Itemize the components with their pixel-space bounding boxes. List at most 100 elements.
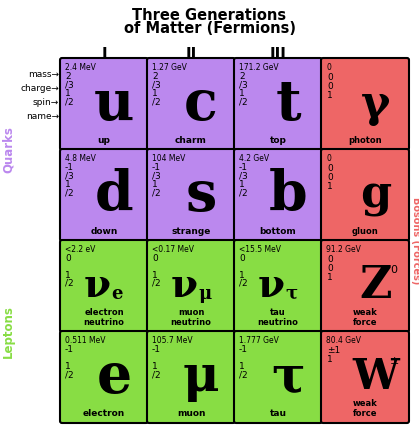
Text: -1: -1 bbox=[239, 345, 248, 354]
Text: ν: ν bbox=[84, 267, 111, 305]
Text: /3: /3 bbox=[65, 80, 74, 89]
Text: Leptons: Leptons bbox=[2, 305, 15, 358]
Text: 1: 1 bbox=[327, 182, 333, 191]
Text: 104 MeV: 104 MeV bbox=[152, 154, 185, 163]
Text: 0: 0 bbox=[390, 265, 397, 275]
Text: 4.8 MeV: 4.8 MeV bbox=[65, 154, 96, 163]
FancyBboxPatch shape bbox=[321, 58, 409, 150]
Text: 1: 1 bbox=[65, 362, 71, 371]
Text: /2: /2 bbox=[239, 188, 248, 197]
Text: I: I bbox=[101, 47, 107, 62]
Text: /2: /2 bbox=[239, 370, 248, 379]
FancyBboxPatch shape bbox=[60, 149, 148, 241]
Text: ±1: ±1 bbox=[327, 346, 340, 355]
Text: down: down bbox=[91, 227, 118, 236]
Text: c: c bbox=[184, 77, 218, 132]
Text: /2: /2 bbox=[152, 279, 160, 288]
Text: 1.777 GeV: 1.777 GeV bbox=[239, 336, 279, 345]
Text: 80.4 GeV: 80.4 GeV bbox=[326, 336, 361, 345]
Text: -1: -1 bbox=[239, 163, 248, 172]
FancyBboxPatch shape bbox=[147, 149, 235, 241]
Text: 0: 0 bbox=[65, 254, 71, 263]
Text: μ: μ bbox=[183, 353, 220, 402]
Text: /2: /2 bbox=[239, 97, 248, 106]
Text: weak
force: weak force bbox=[353, 399, 378, 418]
Text: 171.2 GeV: 171.2 GeV bbox=[239, 63, 279, 72]
FancyBboxPatch shape bbox=[234, 58, 322, 150]
Text: d: d bbox=[95, 168, 133, 224]
Text: γ: γ bbox=[361, 82, 391, 125]
FancyBboxPatch shape bbox=[147, 240, 235, 332]
Text: electron
neutrino: electron neutrino bbox=[83, 308, 124, 327]
FancyBboxPatch shape bbox=[147, 58, 235, 150]
Text: /2: /2 bbox=[65, 279, 74, 288]
Text: -1: -1 bbox=[152, 345, 161, 354]
Text: ν: ν bbox=[258, 267, 285, 305]
Text: τ: τ bbox=[285, 285, 297, 303]
Text: 0: 0 bbox=[327, 164, 333, 173]
Text: 105.7 MeV: 105.7 MeV bbox=[152, 336, 193, 345]
Text: /3: /3 bbox=[239, 80, 248, 89]
Text: 2: 2 bbox=[65, 72, 71, 81]
Text: e: e bbox=[96, 350, 132, 405]
Text: muon: muon bbox=[177, 409, 205, 418]
Text: 0: 0 bbox=[326, 63, 331, 72]
Text: bottom: bottom bbox=[260, 227, 296, 236]
Text: muon
neutrino: muon neutrino bbox=[171, 308, 212, 327]
Text: weak
force: weak force bbox=[353, 308, 378, 327]
Text: -1: -1 bbox=[65, 163, 74, 172]
Text: spin→: spin→ bbox=[33, 98, 59, 107]
Text: III: III bbox=[269, 47, 287, 62]
Text: /3: /3 bbox=[152, 80, 161, 89]
Text: t: t bbox=[275, 77, 301, 132]
Text: 0: 0 bbox=[327, 264, 333, 273]
FancyBboxPatch shape bbox=[321, 149, 409, 241]
Text: /2: /2 bbox=[65, 97, 74, 106]
Text: 0: 0 bbox=[326, 154, 331, 163]
Text: e: e bbox=[111, 285, 123, 303]
Text: <2.2 eV: <2.2 eV bbox=[65, 245, 96, 254]
Text: tau: tau bbox=[269, 409, 287, 418]
Text: 0.511 MeV: 0.511 MeV bbox=[65, 336, 106, 345]
Text: s: s bbox=[186, 168, 217, 224]
Text: /2: /2 bbox=[65, 188, 74, 197]
Text: 1: 1 bbox=[239, 180, 245, 189]
Text: <15.5 MeV: <15.5 MeV bbox=[239, 245, 281, 254]
Text: 1: 1 bbox=[327, 91, 333, 100]
Text: μ: μ bbox=[198, 285, 212, 303]
Text: name→: name→ bbox=[26, 112, 59, 121]
Text: τ: τ bbox=[271, 353, 305, 402]
Text: 1: 1 bbox=[239, 271, 245, 280]
Text: tau
neutrino: tau neutrino bbox=[258, 308, 298, 327]
Text: /2: /2 bbox=[152, 188, 160, 197]
Text: charm: charm bbox=[175, 136, 207, 145]
Text: 2: 2 bbox=[152, 72, 158, 81]
Text: 2: 2 bbox=[239, 72, 245, 81]
Text: 0: 0 bbox=[327, 173, 333, 182]
Text: photon: photon bbox=[348, 136, 382, 145]
FancyBboxPatch shape bbox=[321, 331, 409, 423]
Text: /2: /2 bbox=[65, 370, 74, 379]
Text: 2.4 MeV: 2.4 MeV bbox=[65, 63, 96, 72]
Text: 0: 0 bbox=[327, 82, 333, 91]
FancyBboxPatch shape bbox=[234, 149, 322, 241]
Text: 1.27 GeV: 1.27 GeV bbox=[152, 63, 187, 72]
Text: Z: Z bbox=[360, 264, 392, 308]
Text: 1: 1 bbox=[65, 271, 71, 280]
Text: ν: ν bbox=[171, 267, 198, 305]
FancyBboxPatch shape bbox=[234, 331, 322, 423]
Text: b: b bbox=[269, 168, 308, 224]
Text: 1: 1 bbox=[65, 180, 71, 189]
Text: up: up bbox=[98, 136, 111, 145]
FancyBboxPatch shape bbox=[60, 240, 148, 332]
Text: /3: /3 bbox=[152, 171, 161, 180]
FancyBboxPatch shape bbox=[234, 240, 322, 332]
FancyBboxPatch shape bbox=[60, 331, 148, 423]
Text: Quarks: Quarks bbox=[2, 126, 15, 173]
Text: 1: 1 bbox=[152, 89, 158, 98]
Text: /3: /3 bbox=[239, 171, 248, 180]
Text: 91.2 GeV: 91.2 GeV bbox=[326, 245, 361, 254]
Text: 1: 1 bbox=[327, 355, 333, 364]
Text: /2: /2 bbox=[152, 97, 160, 106]
FancyBboxPatch shape bbox=[147, 331, 235, 423]
